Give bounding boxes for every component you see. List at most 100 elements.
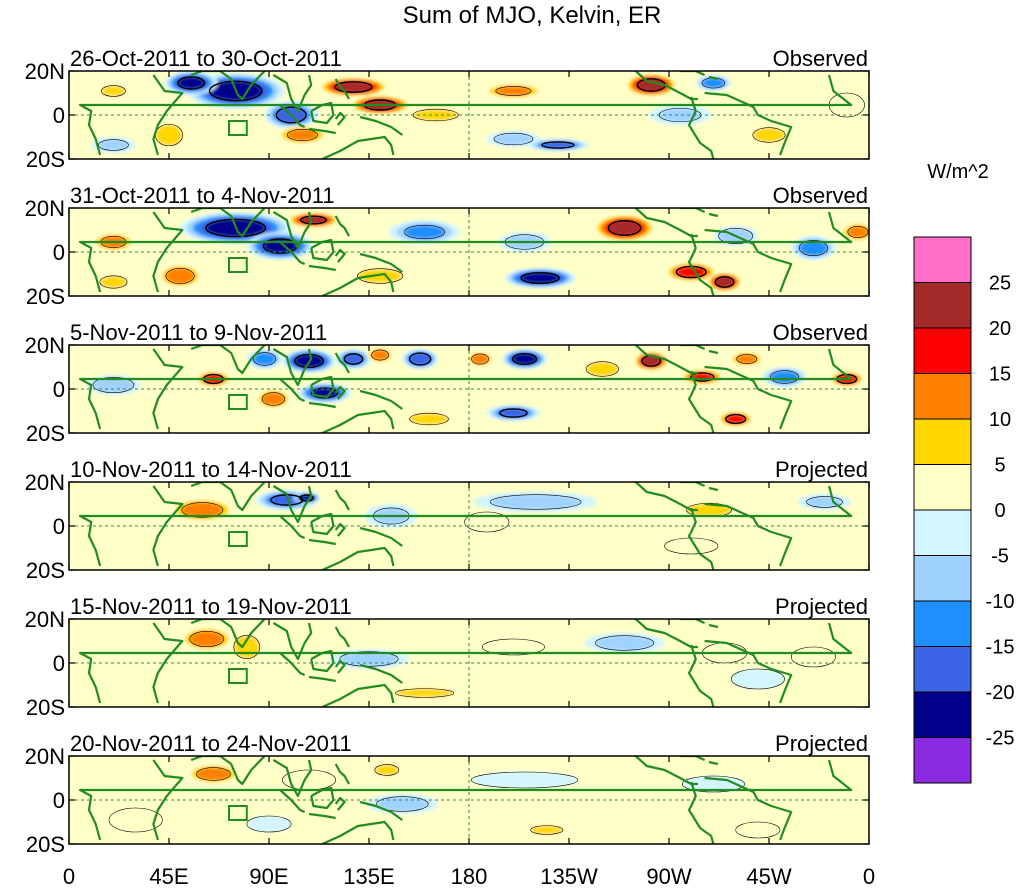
contour-fill bbox=[725, 414, 746, 424]
panel-period-label: 15-Nov-2011 to 19-Nov-2011 bbox=[70, 594, 352, 619]
contour-line bbox=[470, 771, 579, 789]
coastline bbox=[272, 211, 313, 250]
coastline bbox=[321, 135, 395, 159]
coastline bbox=[308, 401, 336, 409]
coastline bbox=[359, 526, 403, 547]
coastline bbox=[308, 538, 336, 546]
y-tick-label: 20N bbox=[25, 607, 65, 632]
contour-line bbox=[482, 638, 545, 656]
coastline bbox=[321, 820, 395, 844]
coastline bbox=[308, 264, 336, 272]
contour-line bbox=[189, 631, 225, 647]
contour-line bbox=[101, 85, 126, 97]
coastline bbox=[704, 228, 793, 293]
contour-line bbox=[806, 496, 843, 508]
coastline bbox=[704, 502, 793, 567]
contour-fill bbox=[409, 413, 449, 425]
coastlines bbox=[78, 756, 853, 844]
coastline bbox=[680, 71, 706, 77]
coastline bbox=[190, 208, 266, 238]
contour-line bbox=[752, 127, 786, 143]
contour-line bbox=[798, 240, 828, 256]
colorbar: W/m^2 25 20 15 10 5 0 -5 -10 -15 -20 -25 bbox=[913, 161, 1015, 784]
x-tick-label: 90E bbox=[249, 864, 288, 889]
colorbar-tick-label: -5 bbox=[991, 546, 1009, 568]
y-tick-label: 20S bbox=[26, 147, 65, 172]
contour-fill bbox=[404, 225, 445, 239]
contour-line bbox=[294, 353, 324, 369]
contour-fill bbox=[471, 353, 489, 365]
panel-status-label: Projected bbox=[775, 594, 868, 619]
colorbar-bin bbox=[913, 327, 972, 374]
coastline bbox=[152, 622, 184, 704]
coastlines bbox=[78, 208, 853, 296]
coastline bbox=[687, 96, 715, 159]
panel-period-label: 26-Oct-2011 to 30-Oct-2011 bbox=[70, 46, 342, 71]
contour-line bbox=[511, 352, 538, 366]
contour-fill bbox=[676, 266, 707, 278]
contour-line bbox=[371, 349, 389, 361]
y-tick-label: 0 bbox=[53, 103, 65, 128]
panel-period-label: 10-Nov-2011 to 14-Nov-2011 bbox=[70, 457, 352, 482]
contour-fill bbox=[586, 361, 619, 377]
coastline bbox=[704, 91, 793, 156]
coastlines bbox=[78, 71, 853, 159]
x-tick-label: 45W bbox=[746, 864, 791, 889]
contour-line bbox=[541, 141, 575, 149]
coastline bbox=[78, 348, 853, 430]
region-box bbox=[228, 257, 248, 273]
coastline bbox=[334, 522, 346, 537]
coastline bbox=[190, 619, 266, 649]
x-tick-label: 0 bbox=[863, 864, 875, 889]
contour-fill bbox=[189, 631, 224, 647]
contour-fill bbox=[101, 85, 126, 97]
contour-fill bbox=[608, 220, 641, 236]
colorbar-tick-label: 15 bbox=[989, 364, 1011, 386]
colorbar-unit: W/m^2 bbox=[927, 161, 989, 183]
y-tick-label: 20N bbox=[25, 333, 65, 358]
coastline bbox=[321, 546, 395, 570]
contour-fill bbox=[98, 139, 129, 151]
panel-2: 31-Oct-2011 to 4-Nov-2011 Observed 20N 0 20S bbox=[25, 183, 870, 309]
y-tick-label: 20N bbox=[25, 59, 65, 84]
contour-line bbox=[607, 220, 642, 236]
coastline bbox=[334, 489, 350, 511]
contour-line bbox=[374, 764, 400, 776]
coastline bbox=[680, 482, 706, 488]
coastline bbox=[334, 78, 350, 100]
y-tick-label: 0 bbox=[53, 651, 65, 676]
region-box bbox=[228, 805, 248, 821]
coastline bbox=[152, 485, 184, 567]
contour-line bbox=[246, 815, 292, 833]
coastline bbox=[279, 789, 306, 814]
region-box bbox=[228, 668, 248, 684]
contour-line bbox=[299, 215, 327, 225]
panel-4: 10-Nov-2011 to 14-Nov-2011 Projected 20N 0 2… bbox=[25, 457, 870, 583]
contour-fill bbox=[109, 808, 163, 832]
contour-line bbox=[165, 268, 195, 284]
contour-line bbox=[736, 354, 758, 364]
region-box bbox=[228, 531, 248, 547]
coastline bbox=[708, 486, 719, 492]
coastline bbox=[279, 241, 306, 266]
contour-line bbox=[493, 132, 534, 146]
contour-line bbox=[520, 271, 560, 285]
contour-fill bbox=[642, 355, 661, 367]
panel-status-label: Observed bbox=[773, 320, 868, 345]
contour-line bbox=[404, 224, 446, 240]
contour-fill bbox=[344, 353, 363, 365]
panel-status-label: Observed bbox=[773, 183, 868, 208]
y-tick-label: 0 bbox=[53, 788, 65, 813]
contour-fill bbox=[530, 825, 563, 835]
colorbar-bin bbox=[913, 555, 972, 602]
coastlines bbox=[78, 345, 853, 433]
contour-fill bbox=[637, 78, 666, 92]
coastline bbox=[359, 389, 403, 410]
coastline bbox=[708, 212, 719, 218]
panels: 26-Oct-2011 to 30-Oct-2011 Observed 20N 0 20… bbox=[25, 46, 870, 857]
coastline bbox=[687, 644, 715, 707]
contour-fill bbox=[262, 392, 285, 406]
contour-line bbox=[690, 372, 715, 382]
contour-fill bbox=[371, 349, 389, 361]
colorbar-tick-label: -20 bbox=[986, 682, 1015, 704]
